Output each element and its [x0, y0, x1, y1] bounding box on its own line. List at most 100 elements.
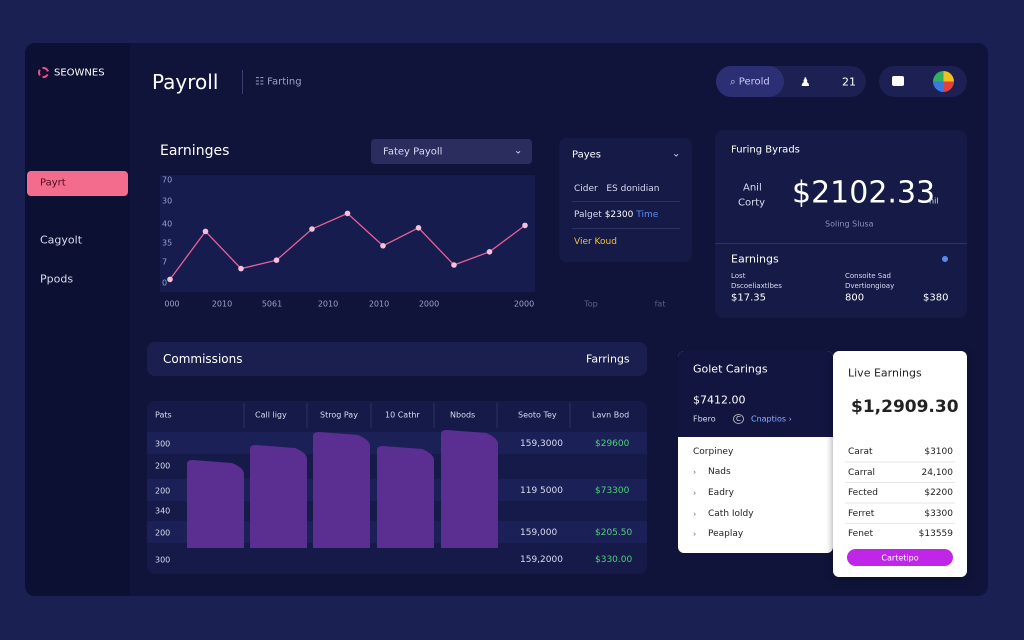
column-header: Seoto Tey: [518, 410, 557, 420]
dropdown-label[interactable]: Fatey Payoll: [383, 146, 443, 158]
tab-label[interactable]: Farting: [267, 76, 302, 88]
row-text: ES donidian: [606, 184, 660, 194]
search-pill[interactable]: [716, 66, 784, 97]
cell: $330.00: [595, 555, 633, 565]
chevron[interactable]: ⌄: [514, 145, 523, 157]
button-label[interactable]: Cartetipo: [881, 553, 919, 563]
nav-item[interactable]: Ppods: [40, 272, 74, 286]
count[interactable]: 21: [842, 75, 856, 89]
nav-item[interactable]: Payrt: [40, 177, 66, 189]
point: [238, 265, 244, 272]
sidebar: [25, 43, 130, 596]
page-title: Payroll: [152, 70, 219, 94]
chevron: ›: [693, 488, 697, 498]
chevron: ›: [693, 529, 697, 539]
icon-users[interactable]: ♟: [800, 75, 811, 89]
list-item: Cath Ioldy: [708, 509, 754, 519]
chevron[interactable]: ⌄: [672, 148, 681, 160]
row-value: $3100: [924, 447, 953, 457]
row-label: Fected: [848, 488, 878, 498]
list-title: Corpiney: [693, 447, 734, 457]
badge: C: [733, 414, 744, 424]
column-header: Call ligy: [255, 410, 287, 420]
cell: 159,2000: [520, 555, 563, 565]
row-label: 340: [155, 506, 171, 516]
row-label: 200: [155, 528, 171, 538]
row-label: Palget: [574, 210, 602, 220]
dropdown[interactable]: [371, 139, 532, 164]
avatar[interactable]: [933, 71, 954, 92]
col-value: $380: [923, 292, 949, 304]
point: [451, 262, 457, 268]
meta: Fbero: [693, 414, 716, 424]
x-tick-label: 2000: [513, 299, 535, 309]
row: Palget $2300 Time: [574, 210, 658, 220]
point: [309, 226, 315, 232]
chevron: ›: [693, 467, 697, 477]
y-tick-label: 40: [162, 219, 173, 229]
x-tick-label: 000: [164, 299, 180, 309]
y-tick-label: 35: [162, 238, 173, 248]
x-tick-label: Top: [584, 299, 598, 309]
line: [169, 212, 526, 280]
point: [202, 228, 209, 235]
search-label[interactable]: Perold: [738, 76, 770, 88]
bar: [187, 460, 244, 548]
row-label: Ferret: [848, 508, 875, 519]
live-card: [833, 351, 967, 577]
column-header: Pats: [155, 410, 172, 420]
col-sub: Dscoeliaxtlbes: [731, 282, 782, 290]
amount: $2102.33: [792, 175, 936, 211]
nav-active[interactable]: [27, 171, 128, 196]
amount: $7412.00: [693, 393, 746, 407]
point: [380, 243, 386, 249]
column-header: Lavn Bod: [592, 410, 630, 420]
point: [522, 222, 528, 229]
chevron: ›: [693, 509, 697, 519]
commissions-bar: [147, 342, 647, 376]
y-tick-label: 30: [162, 196, 173, 206]
icon-image[interactable]: [892, 76, 904, 86]
unit: nil: [929, 196, 939, 206]
link[interactable]: Cnaptios: [751, 415, 792, 424]
point: [415, 225, 422, 231]
section-link[interactable]: Farrings: [586, 352, 630, 366]
point: [273, 257, 280, 264]
bar: [250, 445, 307, 548]
col-value: 800: [845, 292, 865, 304]
row-label: Fenet: [848, 529, 873, 539]
summary-card: [715, 130, 967, 318]
note: Soling Slusa: [825, 219, 874, 229]
row-label: 200: [155, 461, 171, 471]
nav-item[interactable]: Cagyolt: [40, 233, 83, 247]
button[interactable]: [847, 549, 953, 566]
card-title: Earninges: [160, 143, 230, 159]
cell: 159,000: [520, 528, 558, 538]
column-header: Nbods: [450, 410, 476, 420]
y-tick-label: 0: [162, 278, 168, 288]
row-label: 300: [155, 439, 171, 449]
bar: [377, 446, 434, 548]
separator: [572, 201, 680, 202]
cell: 159,3000: [520, 439, 563, 449]
chart-area: [160, 175, 535, 292]
list-item: Nads: [708, 467, 731, 477]
row: Cider ES donidian: [574, 184, 659, 194]
tab[interactable]: ☷ Farting: [255, 76, 302, 88]
link[interactable]: Vier Koud: [574, 237, 617, 247]
brand-icon: [38, 67, 49, 78]
x-tick-label: 2010: [368, 299, 390, 309]
y-tick-label: 7: [162, 257, 168, 267]
search[interactable]: ⌕ Perold: [730, 76, 770, 88]
card-title: Golet Carings: [693, 362, 768, 376]
col-value: $17.35: [731, 292, 766, 304]
x-tick-label: fat: [654, 299, 666, 309]
divider: [242, 70, 243, 94]
cell: $29600: [595, 439, 630, 449]
row-value: $2200: [924, 488, 953, 498]
status-dot: [942, 256, 948, 262]
col-label: Lost: [731, 272, 746, 280]
list-item: Peaplay: [708, 529, 744, 539]
row-label: Cider: [574, 184, 598, 194]
row-label: 300: [155, 555, 171, 565]
